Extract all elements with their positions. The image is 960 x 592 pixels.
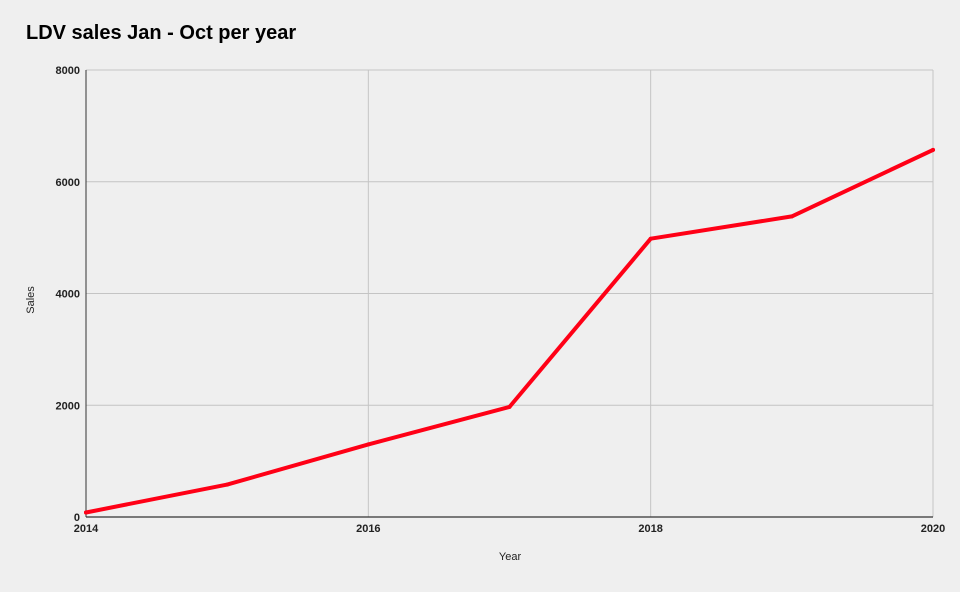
y-axis-title: Sales [25, 286, 37, 314]
x-tick-label: 2020 [921, 523, 945, 535]
data-point [507, 404, 512, 409]
y-tick-labels: 0 2000 4000 6000 8000 [56, 65, 80, 524]
x-tick-label: 2016 [356, 523, 380, 535]
data-point [648, 236, 653, 241]
data-point [931, 147, 935, 152]
x-tick-labels: 2014 2016 2018 2020 [74, 523, 945, 535]
y-tick-label: 2000 [56, 400, 80, 412]
data-point [789, 214, 794, 219]
data-point [225, 482, 230, 487]
y-tick-label: 4000 [56, 289, 80, 301]
axes [85, 70, 933, 518]
series-line [84, 147, 935, 515]
y-tick-label: 6000 [56, 177, 80, 189]
grid-lines [85, 69, 934, 517]
data-point [366, 442, 371, 447]
data-point [84, 510, 88, 515]
y-tick-label: 0 [74, 512, 80, 524]
x-tick-label: 2014 [74, 523, 99, 535]
series [84, 147, 935, 515]
x-tick-label: 2018 [638, 523, 662, 535]
x-axis-title: Year [499, 551, 522, 563]
chart-title: LDV sales Jan - Oct per year [26, 22, 297, 44]
y-tick-label: 8000 [56, 65, 80, 77]
